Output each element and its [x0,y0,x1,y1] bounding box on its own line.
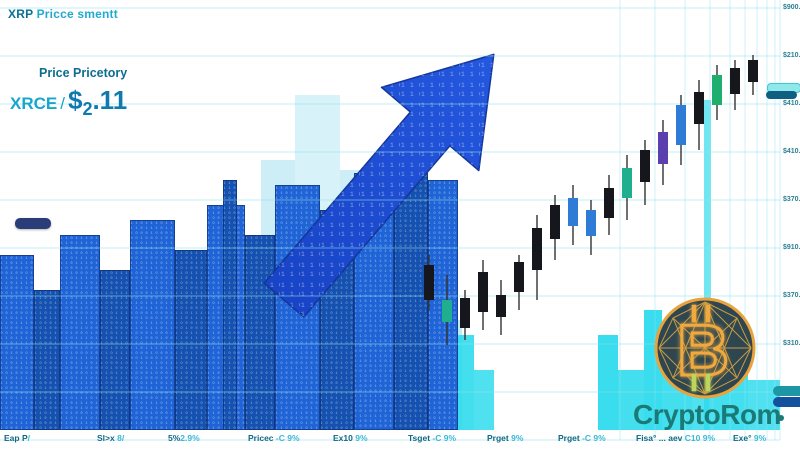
svg-text:B: B [677,311,729,391]
